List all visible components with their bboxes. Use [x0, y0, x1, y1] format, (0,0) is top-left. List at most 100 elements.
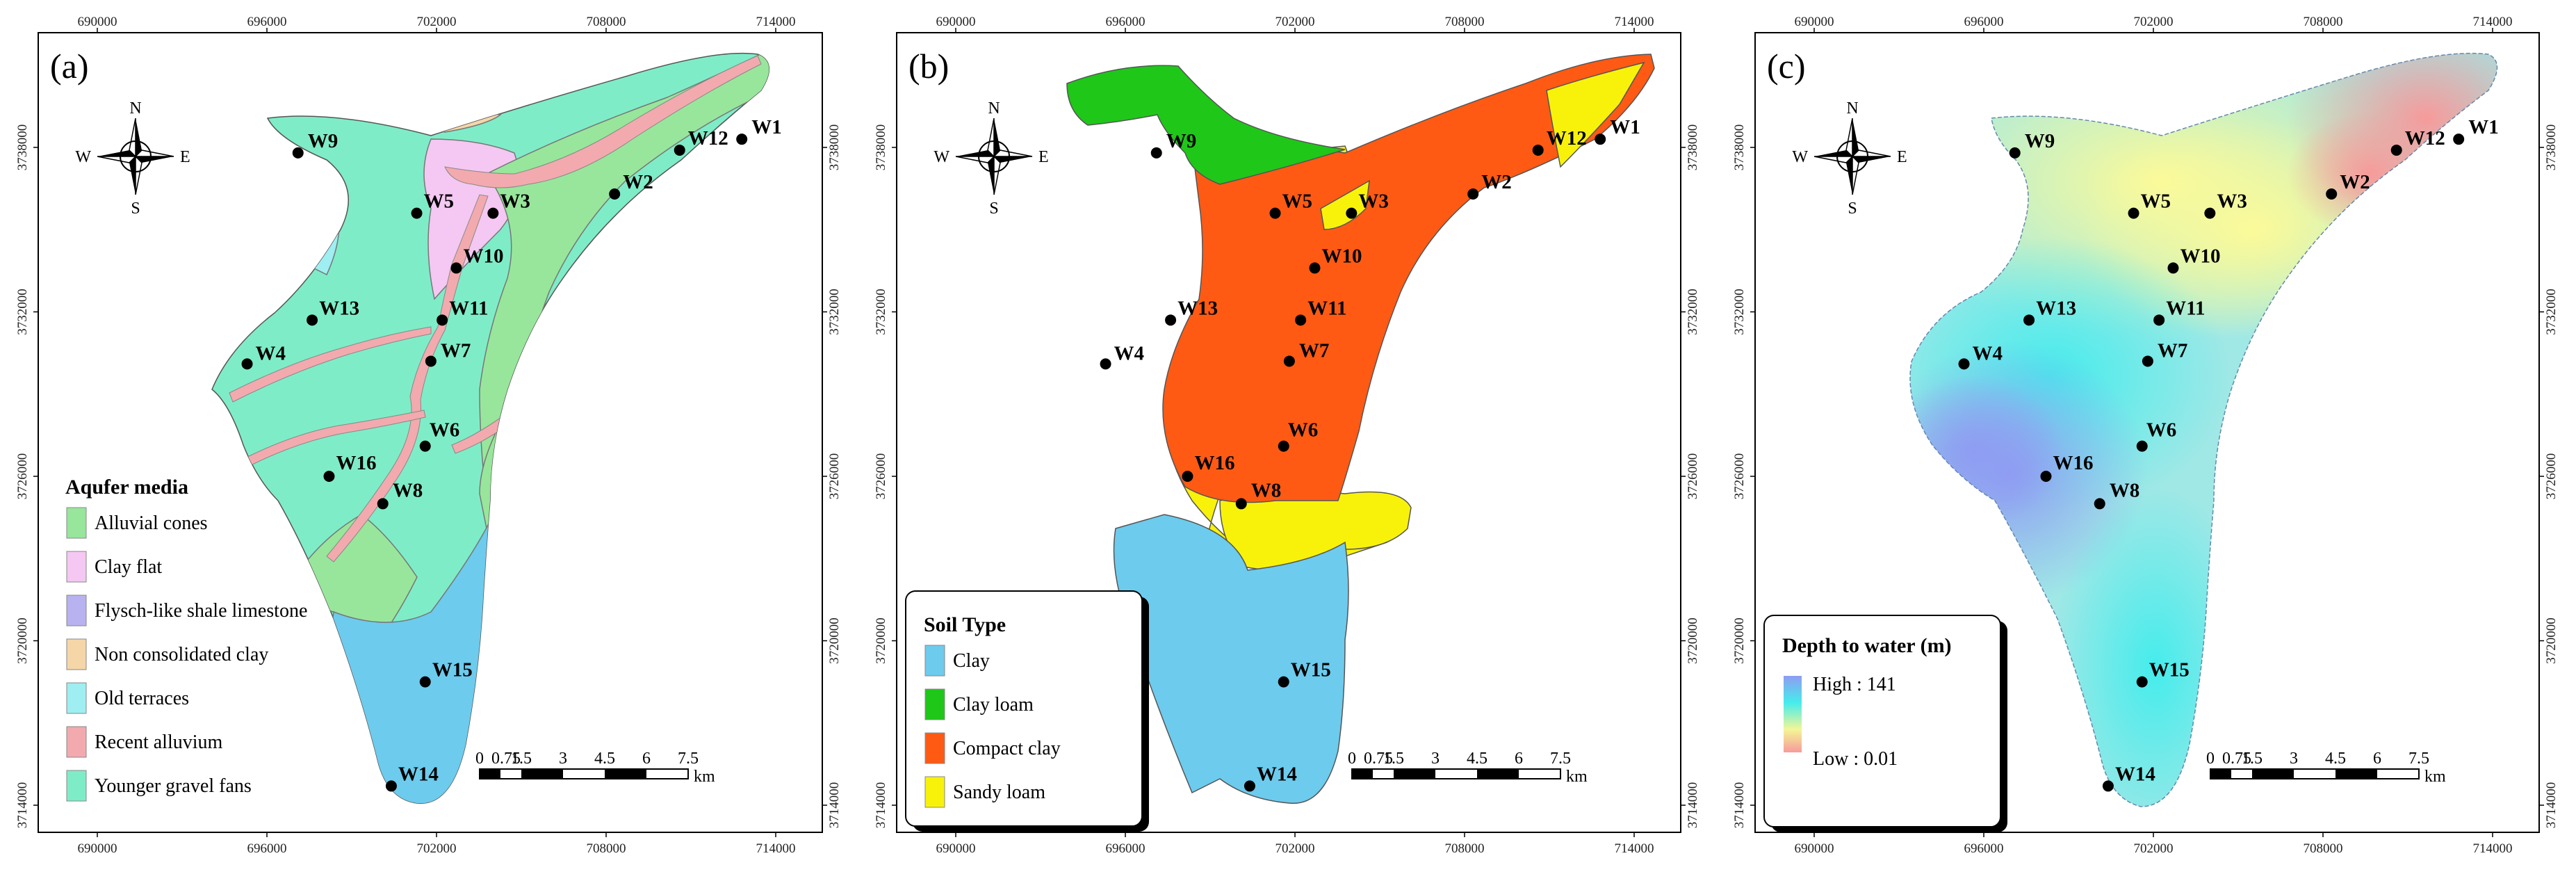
panel-label: (b): [908, 47, 949, 86]
scale-bar-label: 6: [1515, 750, 1523, 768]
well-label: W9: [2025, 130, 2055, 152]
well-label: W12: [2405, 127, 2445, 149]
well-marker: [1278, 440, 1289, 452]
tick-label-x-bottom: 702000: [1275, 841, 1315, 856]
well-label: W16: [336, 452, 376, 474]
compass-w: W: [75, 148, 91, 166]
well-label: W3: [500, 191, 530, 213]
well-marker: [487, 207, 499, 219]
well-marker: [241, 358, 253, 370]
tick-label-y-right: 3738000: [2544, 124, 2559, 171]
well-marker: [1467, 188, 1479, 200]
compass-n: N: [129, 99, 141, 118]
scale-bar-frame: [1351, 768, 1561, 779]
well-label: W8: [393, 479, 423, 501]
scale-bar-label: 6: [2373, 750, 2381, 768]
tick-label-x-top: 702000: [417, 15, 457, 29]
tick-label-x-bottom: 708000: [2304, 841, 2343, 856]
tick-label-y-right: 3714000: [827, 782, 842, 829]
well-label: W15: [1291, 659, 1331, 681]
coordinate-ticks: 690000 690000 696000 696000 702000 702000 7080…: [874, 15, 1700, 856]
legend-swatch: [66, 638, 87, 670]
tick-label-x-top: 696000: [247, 15, 287, 29]
legend-swatch: [66, 551, 87, 583]
compass-e: E: [1038, 148, 1049, 166]
scale-bar-segment: [2335, 769, 2377, 779]
legend-title: Soil Type: [924, 613, 1006, 636]
tick-label-y-right: 3738000: [1686, 124, 1700, 171]
scale-bar-segment: [1394, 769, 1435, 779]
well-label: W10: [1321, 245, 1362, 267]
tick-label-x-top: 708000: [1445, 15, 1485, 29]
well-marker: [1165, 314, 1177, 326]
legend-swatch: [66, 682, 87, 714]
legend-swatch: [66, 595, 87, 627]
well-marker: [450, 262, 462, 274]
well-label: W13: [1177, 297, 1218, 319]
tick-label-y-right: 3726000: [2544, 453, 2559, 500]
scale-bar-segment: [2210, 769, 2231, 779]
soil-sandy-loam-east: [1546, 61, 1645, 168]
tick-label-x-bottom: 696000: [247, 841, 287, 856]
well-marker: [1269, 207, 1281, 219]
well-label: W4: [1114, 342, 1145, 364]
scale-bar-label: 0: [2206, 750, 2215, 768]
tick-label-y-left: 3738000: [1732, 124, 1747, 171]
tick-label-x-bottom: 690000: [1795, 841, 1834, 856]
well-label: W14: [2115, 763, 2155, 785]
well-label: W11: [1307, 297, 1346, 319]
north-arrow: N S E W: [934, 99, 1048, 218]
scale-bar-segment: [480, 769, 500, 779]
tick-label-y-right: 3714000: [1686, 782, 1700, 829]
legend: Soil Type Clay Clay loam Compact clay Sandy…: [905, 590, 1149, 832]
north-arrow: N S E W: [75, 99, 190, 218]
tick-label-x-top: 714000: [756, 15, 796, 29]
well-label: W11: [2166, 297, 2205, 319]
well-marker: [2453, 134, 2465, 145]
well-marker: [377, 498, 389, 510]
well-label: W4: [1973, 342, 2003, 364]
legend-item-label: Recent alluvium: [95, 732, 223, 753]
well-label: W10: [2180, 245, 2220, 267]
legend-item-label: Flysch-like shale limestone: [95, 600, 307, 622]
well-label: W11: [449, 297, 488, 319]
legend-item-label: Clay loam: [953, 694, 1034, 716]
tick-label-x-top: 690000: [1795, 15, 1834, 29]
well-marker: [1235, 498, 1247, 510]
well-label: W3: [2217, 191, 2247, 213]
well-marker: [2390, 144, 2402, 156]
well-label: W15: [2149, 659, 2190, 681]
well-label: W6: [2146, 419, 2177, 442]
well-marker: [292, 147, 304, 159]
well-marker: [674, 144, 685, 156]
well-label: W2: [1481, 171, 1512, 193]
well-label: W7: [441, 339, 471, 362]
tick-label-y-left: 3714000: [1732, 782, 1747, 829]
well-marker: [419, 440, 431, 452]
legend-item-label: Clay: [953, 650, 990, 672]
legend-item-label: Younger gravel fans: [95, 775, 252, 797]
tick-label-y-left: 3738000: [15, 124, 30, 171]
scale-bar-label: 0.75: [1364, 750, 1393, 768]
tick-label-x-bottom: 708000: [1445, 841, 1485, 856]
tick-label-x-top: 714000: [2473, 15, 2513, 29]
compass-w: W: [934, 148, 949, 166]
well-label: W12: [688, 127, 728, 149]
compass-s: S: [989, 200, 998, 218]
well-label: W3: [1358, 191, 1389, 213]
well-marker: [323, 471, 335, 482]
tick-label-y-left: 3720000: [1732, 617, 1747, 664]
well-marker: [411, 207, 423, 219]
well-marker: [1295, 314, 1307, 326]
compass-s: S: [1848, 200, 1857, 218]
map-soil-type: 690000 690000 696000 696000 702000 702000 7080…: [874, 15, 1700, 856]
well-marker: [2040, 471, 2052, 482]
compass-s: S: [131, 200, 140, 218]
coordinate-ticks: 690000 690000 696000 696000 702000 702000 7080…: [1732, 15, 2559, 856]
panel-depth-to-water: 690000 690000 696000 696000 702000 702000 7080…: [1717, 0, 2575, 878]
well-label: W2: [2340, 171, 2370, 193]
well-label: W15: [432, 659, 473, 681]
wells: W1 W12 W2 W3 W5 W9 W10 W11 W13 W7 W4 W6 W16 W8 W15 W14: [1958, 116, 2499, 792]
well-marker: [437, 314, 448, 326]
